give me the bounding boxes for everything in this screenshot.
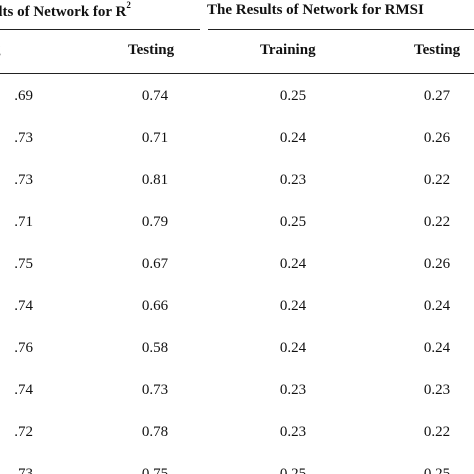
cell-rmse-testing: 0.23 bbox=[423, 382, 451, 398]
cell-rmse-training: 0.23 bbox=[279, 424, 307, 440]
cell-rmse-testing: 0.22 bbox=[423, 214, 451, 230]
cell-r2-training: .71 bbox=[14, 214, 33, 230]
cell-r2-testing: 0.81 bbox=[141, 172, 169, 188]
cell-rmse-training: 0.25 bbox=[279, 214, 307, 230]
cell-r2-testing: 0.66 bbox=[141, 298, 169, 314]
col-header-rmse-training: Training bbox=[260, 42, 316, 58]
r2-group-header: ults of Network for R2 bbox=[0, 0, 131, 20]
cell-r2-training: .73 bbox=[14, 172, 33, 188]
rmse-group-header: The Results of Network for RMSI bbox=[207, 2, 424, 18]
cell-r2-testing: 0.73 bbox=[141, 382, 169, 398]
cell-r2-training: .72 bbox=[14, 424, 33, 440]
cell-r2-testing: 0.78 bbox=[141, 424, 169, 440]
header-rule bbox=[0, 29, 474, 30]
col-header-r2-training: ining bbox=[0, 42, 1, 59]
cell-rmse-training: 0.23 bbox=[279, 172, 307, 188]
cell-rmse-training: 0.25 bbox=[279, 88, 307, 104]
cell-r2-testing: 0.79 bbox=[141, 214, 169, 230]
col-header-r2-testing: Testing bbox=[128, 42, 175, 58]
cell-r2-testing: 0.74 bbox=[141, 88, 169, 104]
cell-r2-testing: 0.71 bbox=[141, 130, 169, 146]
cell-r2-training: .74 bbox=[14, 298, 33, 314]
cell-rmse-testing: 0.22 bbox=[423, 172, 451, 188]
cell-rmse-testing: 0.26 bbox=[423, 256, 451, 272]
cell-r2-testing: 0.75 bbox=[141, 466, 169, 474]
cell-r2-training: .75 bbox=[14, 256, 33, 272]
cell-r2-testing: 0.58 bbox=[141, 340, 169, 356]
cell-rmse-testing: 0.27 bbox=[423, 88, 451, 104]
subheader-rule bbox=[0, 73, 474, 74]
cell-r2-training: .69 bbox=[14, 88, 33, 104]
cell-rmse-testing: 0.24 bbox=[423, 340, 451, 356]
cell-rmse-testing: 0.22 bbox=[423, 424, 451, 440]
cell-r2-training: .74 bbox=[14, 382, 33, 398]
cell-rmse-testing: 0.25 bbox=[423, 466, 451, 474]
cell-r2-testing: 0.67 bbox=[141, 256, 169, 272]
cell-r2-training: .73 bbox=[14, 466, 33, 474]
cell-rmse-training: 0.24 bbox=[279, 340, 307, 356]
cell-rmse-testing: 0.24 bbox=[423, 298, 451, 314]
cell-rmse-testing: 0.26 bbox=[423, 130, 451, 146]
cell-rmse-training: 0.24 bbox=[279, 298, 307, 314]
cell-rmse-training: 0.23 bbox=[279, 382, 307, 398]
cell-rmse-training: 0.25 bbox=[279, 466, 307, 474]
cell-rmse-training: 0.24 bbox=[279, 256, 307, 272]
col-header-rmse-testing: Testing bbox=[414, 42, 461, 58]
cell-rmse-training: 0.24 bbox=[279, 130, 307, 146]
cell-r2-training: .73 bbox=[14, 130, 33, 146]
header-rule-gap bbox=[200, 27, 208, 33]
cell-r2-training: .76 bbox=[14, 340, 33, 356]
